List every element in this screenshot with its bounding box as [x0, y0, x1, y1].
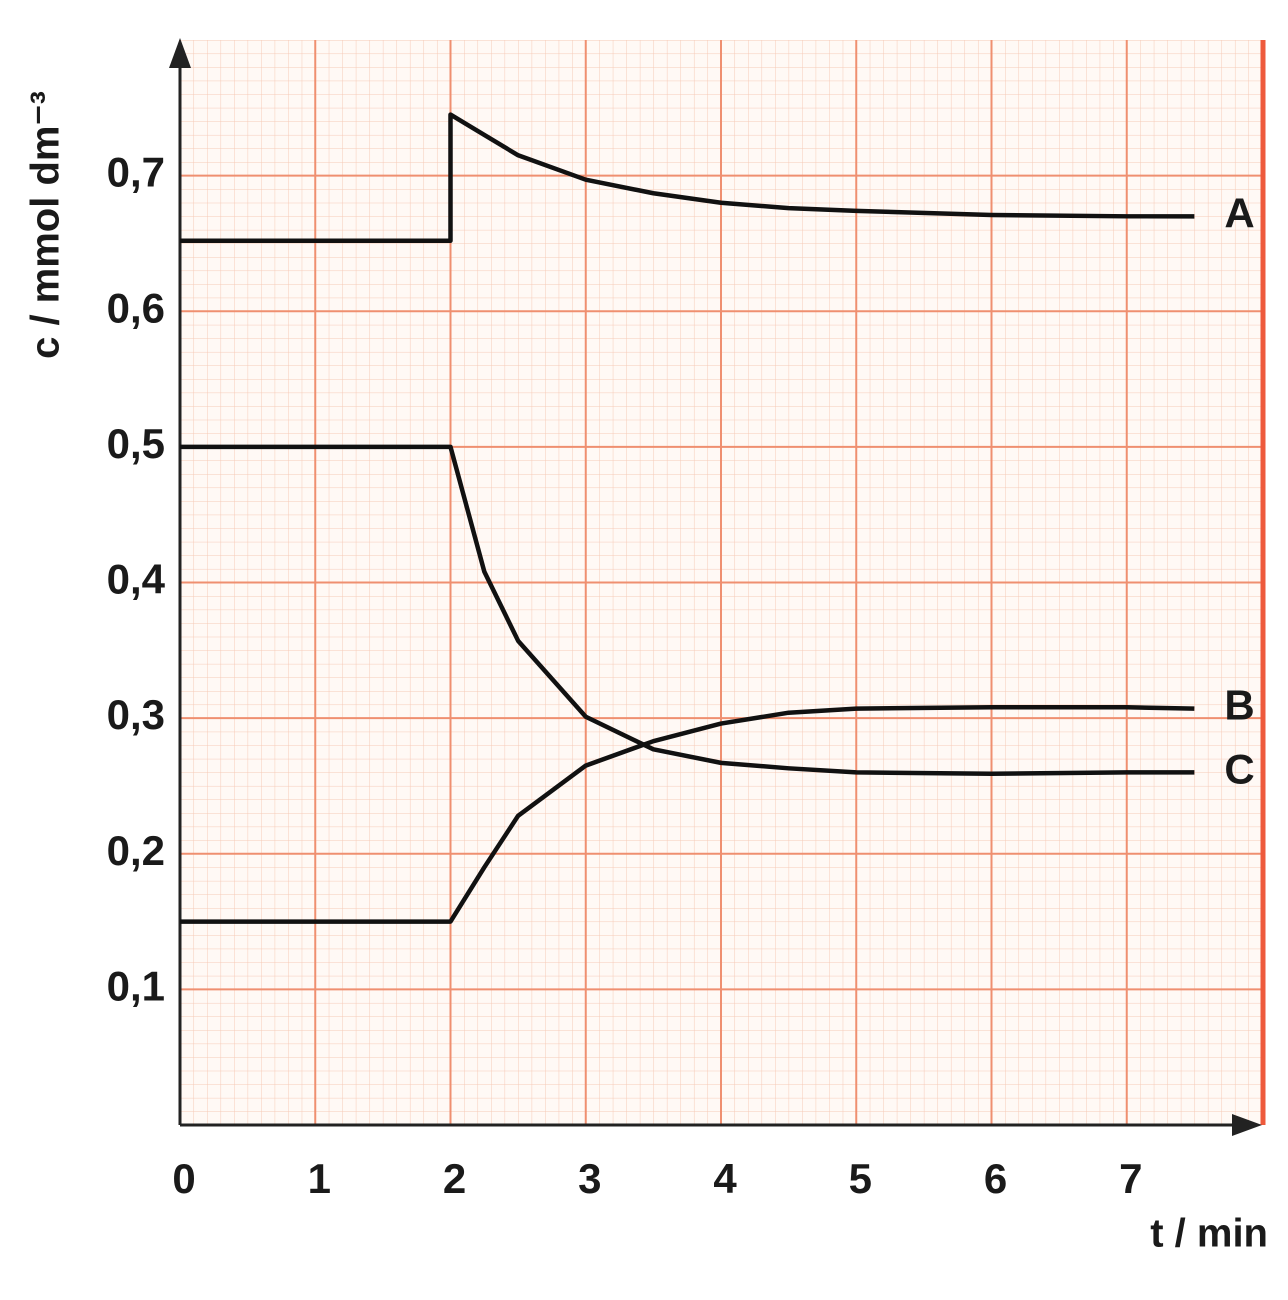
x-tick-label: 2 — [443, 1155, 466, 1202]
y-tick-label: 0,7 — [107, 149, 165, 196]
series-label: B — [1224, 682, 1254, 729]
x-axis-label: t / min — [1150, 1212, 1268, 1256]
series-label: C — [1224, 745, 1254, 792]
y-axis-label: c / mmol dm⁻³ — [24, 91, 68, 359]
x-tick-label: 3 — [578, 1155, 601, 1202]
series-line — [180, 705, 1195, 924]
series-line — [180, 444, 1195, 776]
y-tick-label: 0,3 — [107, 691, 165, 738]
y-tick-label: 0,2 — [107, 827, 165, 874]
y-tick-label: 0,5 — [107, 420, 165, 467]
series-line — [180, 112, 1195, 243]
y-tick-label: 0,6 — [107, 284, 165, 331]
x-tick-label: 6 — [984, 1155, 1007, 1202]
y-tick-label: 0,4 — [107, 556, 166, 603]
y-axis-arrow — [169, 38, 191, 68]
x-tick-label: 7 — [1119, 1155, 1142, 1202]
x-tick-label: 1 — [308, 1155, 331, 1202]
x-axis-arrow — [1232, 1114, 1262, 1136]
x-tick-label: 5 — [849, 1155, 872, 1202]
series-label: A — [1224, 189, 1254, 236]
y-tick-label: 0,1 — [107, 962, 165, 1009]
x-tick-label: 4 — [713, 1155, 737, 1202]
x-tick-label: 0 — [172, 1155, 195, 1202]
